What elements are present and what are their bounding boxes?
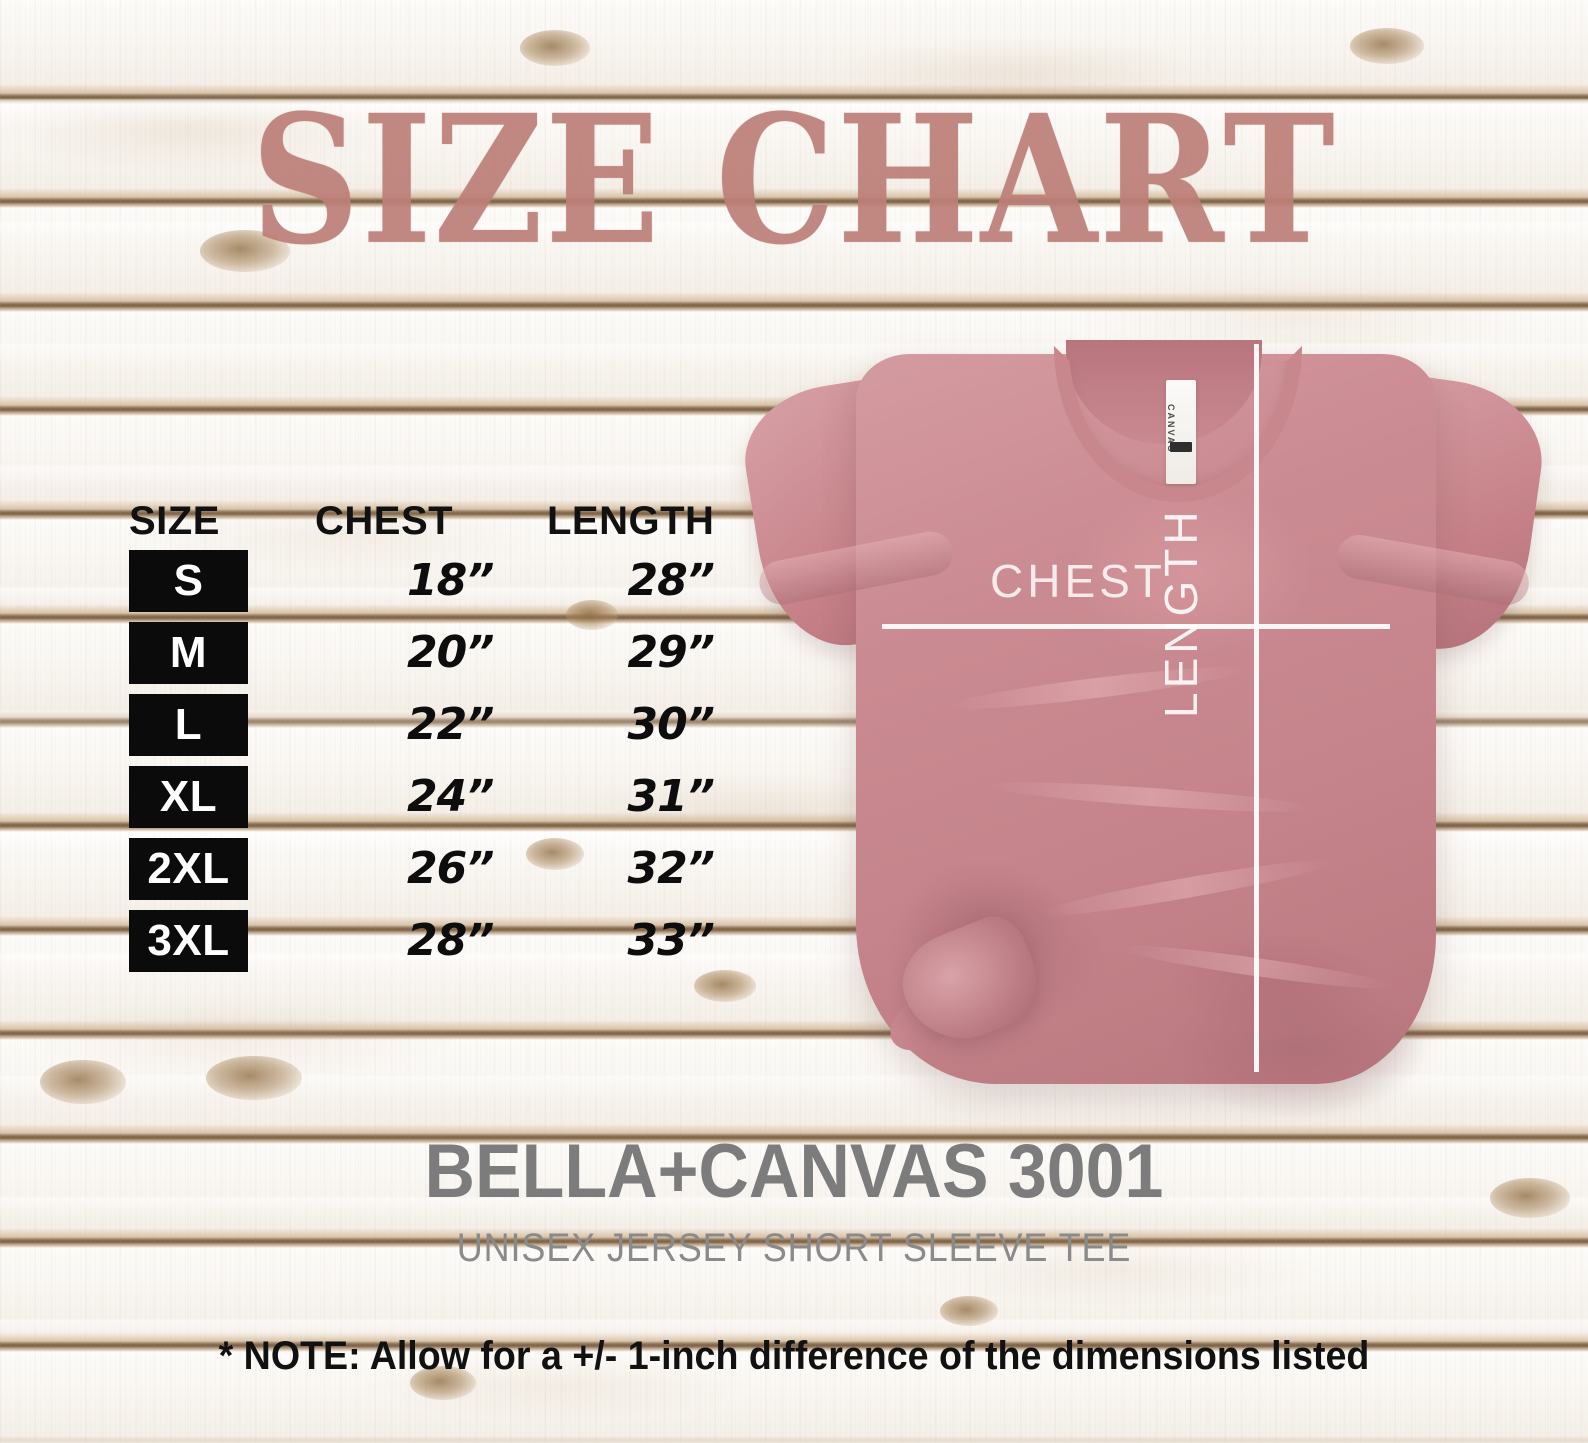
brand-neck-tag: CANVAS: [1166, 380, 1196, 484]
chest-value: 24”: [406, 771, 495, 822]
length-value: 29”: [627, 627, 715, 678]
size-badge: L: [129, 694, 248, 756]
chest-measurement-line: [882, 624, 1390, 629]
table-row: L 22” 30”: [129, 694, 769, 756]
table-row: XL 24” 31”: [129, 766, 769, 828]
page-title: SIZE CHART: [251, 76, 1337, 285]
size-badge: M: [129, 622, 248, 684]
length-measurement-line: [1254, 344, 1259, 1072]
size-badge: 2XL: [129, 838, 248, 900]
length-value: 32”: [627, 843, 715, 894]
table-header-row: SIZE CHEST LENGTH: [129, 492, 769, 550]
size-badge: S: [129, 550, 248, 612]
column-header-chest: CHEST: [315, 499, 454, 543]
column-header-size: SIZE: [129, 499, 220, 543]
table-row: 3XL 28” 33”: [129, 910, 769, 972]
length-value: 28”: [627, 555, 715, 606]
neck-tag-text: CANVAS: [1166, 404, 1176, 454]
table-row: S 18” 28”: [129, 550, 769, 612]
length-value: 31”: [627, 771, 715, 822]
size-badge: XL: [129, 766, 248, 828]
product-description: UNISEX JERSEY SHORT SLEEVE TEE: [456, 1226, 1132, 1270]
tshirt-illustration: CANVAS: [734, 318, 1556, 1128]
chest-value: 28”: [406, 915, 495, 966]
chest-value: 20”: [406, 627, 495, 678]
neck-tag-barcode-icon: [1170, 442, 1192, 452]
size-badge: 3XL: [129, 910, 248, 972]
note-text: * NOTE: Allow for a +/- 1-inch differenc…: [218, 1334, 1370, 1378]
size-table: SIZE CHEST LENGTH S 18” 28” M 20” 29” L …: [129, 492, 769, 982]
table-row: 2XL 26” 32”: [129, 838, 769, 900]
length-value: 33”: [627, 915, 715, 966]
column-header-length: LENGTH: [547, 499, 715, 543]
chest-overlay-label: CHEST: [990, 555, 1166, 607]
brand-model-text: BELLA+CANVAS 3001: [424, 1129, 1164, 1214]
table-row: M 20” 29”: [129, 622, 769, 684]
chest-value: 22”: [406, 699, 495, 750]
length-value: 30”: [627, 699, 715, 750]
length-overlay-label: LENGTH: [1155, 507, 1207, 718]
tshirt-photo: CANVAS: [734, 318, 1556, 1128]
chest-value: 18”: [406, 555, 495, 606]
chest-value: 26”: [406, 843, 495, 894]
